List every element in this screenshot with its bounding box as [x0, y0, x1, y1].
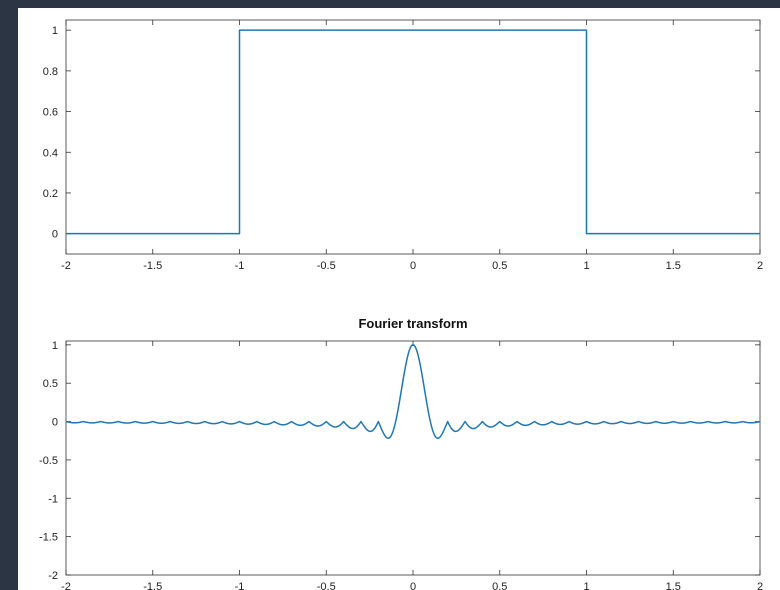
y-tick-label: 0.4	[43, 147, 58, 159]
y-tick-label: 0.5	[43, 378, 58, 390]
x-tick-label: -1	[235, 581, 245, 590]
x-tick-label: -1.5	[143, 581, 162, 590]
x-tick-label: 0.5	[492, 581, 507, 590]
plot-title: Fourier transform	[358, 316, 467, 331]
y-tick-label: 1	[52, 340, 58, 352]
y-tick-label: 1	[52, 25, 58, 37]
x-tick-label: 1	[583, 581, 589, 590]
x-tick-label: 2	[757, 260, 763, 272]
fourier-transform-plot: Fourier transform -2 -1.5 -1 -0.5 0 0.5 1 1.5 2-…	[39, 316, 763, 590]
series-line-rect	[66, 29, 760, 235]
x-tick-label: 1.5	[666, 581, 681, 590]
y-tick-label: -1.5	[39, 532, 58, 544]
x-tick-label: 0.5	[492, 260, 507, 272]
x-tick-label: -0.5	[317, 581, 336, 590]
plot-frame	[65, 19, 761, 255]
y-tick-label: 0.2	[43, 188, 58, 200]
y-tick-label: -2	[48, 570, 58, 582]
y-tick-label: 0.8	[43, 66, 58, 78]
series-line-fourier	[65, 344, 761, 439]
y-tick-label: 0	[52, 229, 58, 241]
x-tick-label: 0	[410, 260, 416, 272]
y-tick-label: 0.6	[43, 107, 58, 119]
x-tick-label: 1.5	[666, 260, 681, 272]
x-tick-label: -0.5	[317, 260, 336, 272]
tick-group: -2 -1.5 -1 -0.5 0 0.5 1 1.5 2 0 0.2 0.4 0.6 0.8 1	[43, 20, 763, 272]
x-tick-label: -2	[61, 581, 71, 590]
x-tick-label: 1	[583, 260, 589, 272]
x-tick-label: -2	[61, 260, 71, 272]
tick-group: -2 -1.5 -1 -0.5 0 0.5 1 1.5 2 -2 -1.5 -1 -0.5 0 0.5 1	[39, 340, 763, 590]
x-tick-label: -1	[235, 260, 245, 272]
y-tick-label: -0.5	[39, 455, 58, 467]
x-tick-label: 0	[410, 581, 416, 590]
plot-frame	[65, 340, 761, 576]
y-tick-label: 0	[52, 417, 58, 429]
x-tick-label: 2	[757, 581, 763, 590]
figure: -2 -1.5 -1 -0.5 0 0.5 1 1.5 2 0 0.2 0.4 0.6 0.8 1 Four…	[18, 8, 780, 590]
x-tick-label: -1.5	[143, 260, 162, 272]
figure-canvas: -2 -1.5 -1 -0.5 0 0.5 1 1.5 2 0 0.2 0.4 0.6 0.8 1 Four…	[39, 19, 763, 590]
y-tick-label: -1	[48, 493, 58, 505]
rect-function-plot: -2 -1.5 -1 -0.5 0 0.5 1 1.5 2 0 0.2 0.4 0.6 0.8 1	[43, 19, 763, 272]
